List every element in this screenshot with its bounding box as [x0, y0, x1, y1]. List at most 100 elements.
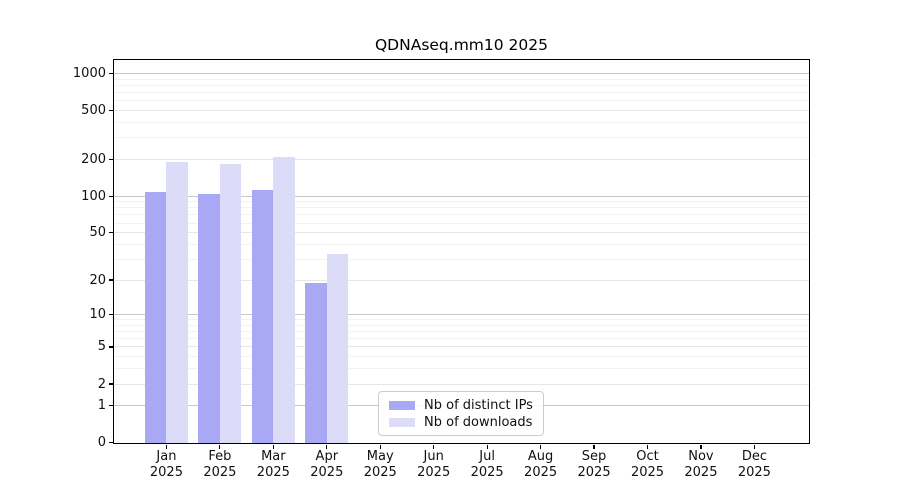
- gridline-400: [114, 122, 809, 123]
- x-label-month: Apr: [315, 449, 339, 464]
- legend-label-distinct-ips: Nb of distinct IPs: [424, 398, 533, 413]
- x-label-month: May: [366, 449, 394, 464]
- gridline-70: [114, 214, 809, 216]
- x-label-year: 2025: [363, 464, 397, 480]
- gridline-6: [114, 338, 809, 340]
- x-label-year: 2025: [470, 464, 504, 480]
- bar-distinct-ips-apr: [305, 282, 327, 444]
- gridline-800: [114, 85, 809, 87]
- bar-downloads-jan: [166, 161, 188, 444]
- x-tick-label-sep: Sep 2025: [562, 449, 626, 480]
- gridline-4: [114, 356, 809, 358]
- x-tick-jan: [165, 444, 168, 449]
- y-tick-label-500: 500: [81, 103, 106, 119]
- gridline-500: [114, 110, 809, 112]
- x-tick-label-jun: Jun 2025: [402, 449, 466, 480]
- gridline-3: [114, 368, 809, 370]
- gridline-90: [114, 201, 809, 203]
- gridline-8: [114, 324, 809, 326]
- x-tick-may: [379, 444, 381, 449]
- x-label-year: 2025: [577, 464, 611, 480]
- y-tick-50: [108, 232, 113, 234]
- x-tick-nov: [700, 444, 702, 449]
- y-tick-20: [108, 279, 113, 281]
- y-tick-label-5: 5: [97, 339, 106, 355]
- gridline-2: [114, 383, 809, 385]
- legend: Nb of distinct IPs Nb of downloads: [378, 391, 544, 436]
- gridline-60: [114, 222, 809, 224]
- gridline-200: [114, 158, 809, 160]
- x-label-month: Oct: [636, 449, 659, 464]
- gridline-700: [114, 92, 809, 94]
- x-label-month: Jun: [423, 449, 444, 464]
- x-label-month: Aug: [527, 449, 554, 464]
- gridline-7: [114, 331, 809, 333]
- gridline-10: [114, 314, 809, 316]
- x-label-month: Mar: [261, 449, 286, 464]
- gridline-1000: [114, 73, 809, 75]
- x-tick-jul: [486, 444, 488, 449]
- y-tick-200: [108, 158, 113, 160]
- legend-entry-downloads: Nb of downloads: [389, 414, 534, 431]
- x-tick-label-nov: Nov 2025: [669, 449, 733, 480]
- x-tick-jun: [433, 444, 435, 449]
- gridline-300: [114, 137, 809, 139]
- gridline-9: [114, 319, 809, 321]
- x-tick-label-feb: Feb 2025: [188, 449, 252, 480]
- y-tick-label-100: 100: [81, 188, 106, 204]
- gridline-5: [114, 346, 809, 348]
- x-tick-label-may: May 2025: [348, 449, 412, 480]
- legend-label-downloads: Nb of downloads: [424, 415, 533, 430]
- gridline-20: [114, 279, 809, 281]
- x-label-year: 2025: [524, 464, 558, 480]
- y-tick-1000: [108, 73, 113, 75]
- x-label-year: 2025: [630, 464, 665, 480]
- bar-downloads-feb: [219, 163, 242, 444]
- gridline-900: [114, 78, 809, 80]
- x-tick-label-jul: Jul 2025: [455, 449, 519, 480]
- y-tick-100: [108, 195, 113, 197]
- y-tick-label-50: 50: [89, 225, 106, 241]
- x-tick-feb: [219, 444, 221, 449]
- gridline-40: [114, 243, 809, 245]
- x-tick-sep: [593, 444, 595, 449]
- y-tick-1: [108, 405, 113, 407]
- x-tick-apr: [326, 444, 328, 449]
- gridline-100: [114, 195, 809, 197]
- x-tick-label-mar: Mar 2025: [241, 449, 305, 480]
- bar-distinct-ips-jan: [144, 192, 167, 444]
- bar-distinct-ips-feb: [198, 194, 220, 444]
- y-tick-500: [108, 110, 113, 112]
- y-tick-label-10: 10: [89, 307, 106, 323]
- y-tick-label-1000: 1000: [72, 66, 106, 82]
- y-tick-label-0: 0: [97, 435, 106, 451]
- x-label-month: Sep: [581, 449, 607, 464]
- x-tick-label-apr: Apr 2025: [295, 449, 359, 480]
- y-tick-label-20: 20: [89, 272, 106, 288]
- gridline-80: [114, 207, 809, 209]
- x-label-month: Nov: [688, 449, 714, 464]
- x-label-year: 2025: [149, 464, 183, 480]
- bar-downloads-mar: [273, 157, 295, 444]
- y-tick-label-2: 2: [97, 376, 106, 392]
- x-tick-dec: [753, 444, 755, 449]
- legend-entry-distinct-ips: Nb of distinct IPs: [389, 397, 534, 414]
- bar-distinct-ips-mar: [251, 190, 274, 444]
- y-tick-2: [108, 383, 113, 385]
- x-label-year: 2025: [417, 464, 451, 480]
- x-label-year: 2025: [310, 464, 344, 480]
- x-tick-label-oct: Oct 2025: [616, 449, 680, 480]
- x-label-month: Jul: [479, 449, 495, 464]
- x-label-month: Feb: [208, 449, 232, 464]
- x-tick-oct: [646, 444, 649, 449]
- legend-swatch-distinct-ips: [389, 401, 415, 410]
- y-tick-0: [108, 442, 113, 444]
- y-tick-label-1: 1: [97, 398, 106, 414]
- x-label-month: Jan: [156, 449, 177, 464]
- y-tick-5: [108, 346, 113, 348]
- gridline-30: [114, 258, 809, 260]
- x-label-year: 2025: [203, 464, 237, 480]
- x-tick-mar: [272, 444, 274, 449]
- bar-downloads-apr: [326, 254, 349, 444]
